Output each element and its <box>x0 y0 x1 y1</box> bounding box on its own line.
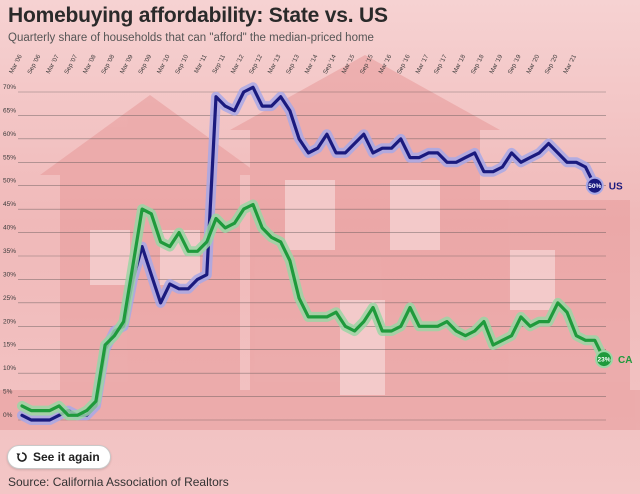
x-tick-label: Mar '12 <box>230 53 246 75</box>
see-it-again-label: See it again <box>33 450 100 464</box>
replay-icon <box>16 452 27 462</box>
series-line-ca <box>20 202 606 417</box>
x-tick-label: Sep '09 <box>137 53 153 75</box>
x-tick-label: Mar '10 <box>156 53 172 75</box>
series-label-us: US <box>609 182 623 193</box>
house-roof-center <box>230 55 500 130</box>
window <box>285 180 335 250</box>
x-tick-label: Mar '06 <box>8 53 24 75</box>
end-marker-us <box>585 176 604 195</box>
chart-subtitle: Quarterly share of households that can "… <box>8 32 374 44</box>
x-tick-label: Mar '14 <box>304 53 320 75</box>
end-labels: 50% US 23% CA <box>585 176 632 369</box>
see-it-again-button[interactable]: See it again <box>7 445 111 469</box>
y-tick-label: 25% <box>3 295 16 302</box>
x-tick-label: Mar '18 <box>451 53 467 75</box>
x-tick-label: Sep '08 <box>100 53 116 75</box>
x-tick-label: Mar '19 <box>488 53 504 75</box>
x-tick-label: Sep '17 <box>433 53 449 75</box>
y-tick-label: 70% <box>3 84 16 91</box>
source-note: Source: California Association of Realto… <box>8 475 229 489</box>
x-tick-label: Sep '16 <box>396 53 412 75</box>
house-roof-left <box>40 95 260 175</box>
x-tick-label: Sep '19 <box>507 53 523 75</box>
x-tick-label: Sep '20 <box>544 53 560 75</box>
y-tick-label: 45% <box>3 201 16 208</box>
x-tick-label: Mar '08 <box>82 53 98 75</box>
x-tick-label: Sep '13 <box>285 53 301 75</box>
x-tick-label: Mar '09 <box>119 53 135 75</box>
y-tick-label: 60% <box>3 131 16 138</box>
y-tick-label: 50% <box>3 178 16 185</box>
y-tick-label: 30% <box>3 271 16 278</box>
x-tick-label: Sep '11 <box>211 53 227 75</box>
end-value-label-us: 50% <box>588 183 601 190</box>
end-value-label-ca: 23% <box>597 356 610 363</box>
x-tick-label: Mar '11 <box>193 53 209 74</box>
x-tick-label: Mar '13 <box>267 53 283 75</box>
end-marker-ca <box>595 350 613 369</box>
y-tick-label: 5% <box>3 389 13 396</box>
series-label-ca: CA <box>618 355 632 366</box>
x-tick-label: Sep '18 <box>470 53 486 75</box>
x-tick-label: Mar '20 <box>525 53 541 75</box>
chart-title: Homebuying affordability: State vs. US <box>8 4 388 27</box>
y-tick-label: 0% <box>3 412 13 419</box>
y-axis-labels: 0% 5% 10% 15% 20% 25% 30% 35% 40% 45% 50% 55% 60% 65%… <box>3 84 16 419</box>
x-tick-label: Mar '07 <box>45 53 61 75</box>
y-tick-label: 40% <box>3 225 16 232</box>
series-layer <box>17 82 609 425</box>
x-tick-label: Sep '07 <box>63 53 79 75</box>
x-tick-label: Mar '17 <box>414 53 430 75</box>
x-axis-labels: Mar '06 Sep '06 Mar '07 Sep '07 Mar '08 Sep '… <box>8 53 578 75</box>
window <box>510 250 555 310</box>
x-tick-label: Sep '10 <box>174 53 190 75</box>
y-tick-label: 35% <box>3 248 16 255</box>
x-tick-label: Sep '12 <box>248 53 264 75</box>
x-tick-label: Mar '21 <box>562 53 578 75</box>
y-tick-label: 20% <box>3 318 16 325</box>
y-tick-label: 65% <box>3 107 16 114</box>
x-tick-label: Sep '06 <box>26 53 42 75</box>
window <box>390 180 440 250</box>
y-tick-label: 55% <box>3 154 16 161</box>
y-tick-label: 15% <box>3 342 16 349</box>
grid-lines <box>18 91 606 421</box>
window <box>90 230 130 285</box>
y-tick-label: 10% <box>3 365 16 372</box>
